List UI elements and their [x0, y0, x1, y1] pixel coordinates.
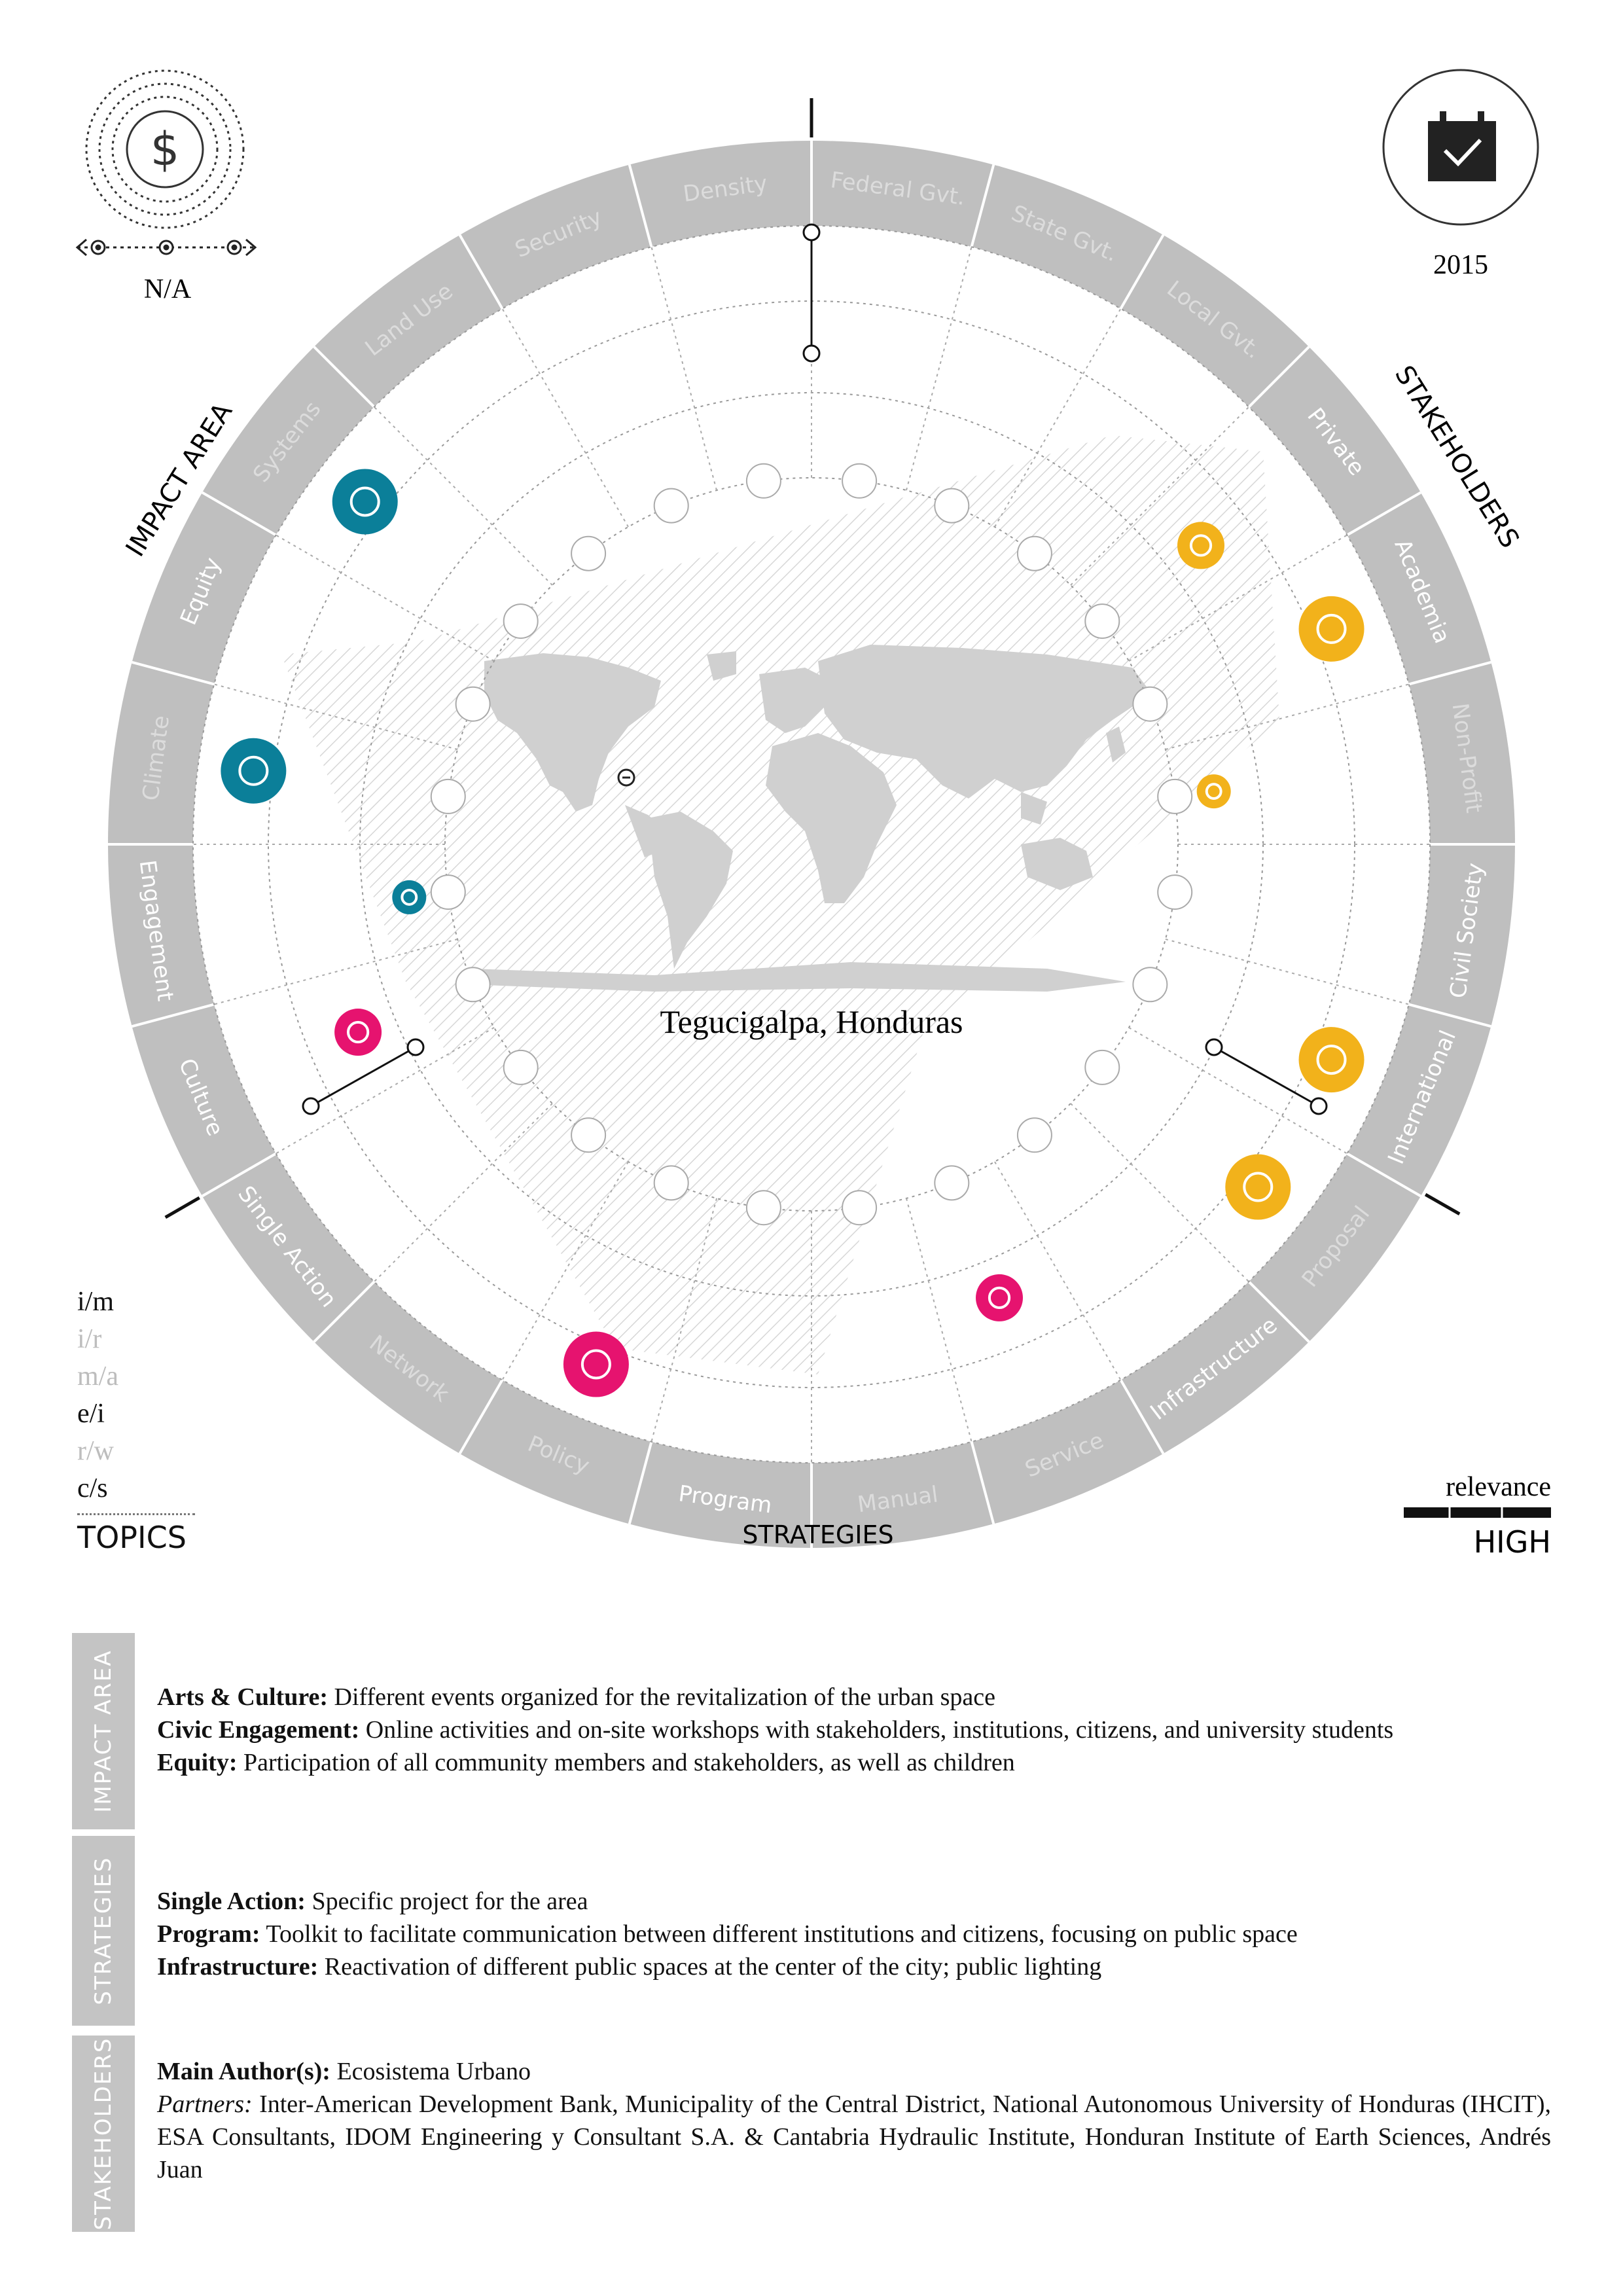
- handshake-icon: [563, 1331, 629, 1397]
- cost-label: N/A: [144, 274, 192, 304]
- empty-slot: [455, 686, 491, 722]
- empty-slot: [934, 488, 970, 524]
- impact-area-tab: IMPACT AREA: [72, 1633, 135, 1829]
- empty-slot: [1084, 1049, 1120, 1085]
- group-divider: [1424, 1193, 1461, 1215]
- location-label: Tegucigalpa, Honduras: [660, 1003, 963, 1040]
- topic-item: c/s: [77, 1473, 108, 1503]
- handshake-icon: [1177, 522, 1225, 569]
- impact-area-details: Arts & Culture: Different events organiz…: [157, 1681, 1551, 1779]
- empty-slot: [430, 778, 466, 814]
- empty-slot: [503, 1049, 539, 1085]
- relevance-value: HIGH: [1474, 1524, 1551, 1560]
- empty-slot: [653, 1165, 689, 1201]
- empty-slot: [503, 603, 539, 639]
- year-indicator: 2015: [1382, 69, 1539, 280]
- group-divider: [164, 1196, 200, 1219]
- topics-title: TOPICS: [77, 1520, 187, 1555]
- empty-slot: [745, 1190, 781, 1226]
- empty-slot: [571, 1117, 607, 1153]
- empty-slot: [842, 1190, 878, 1226]
- empty-slot: [1132, 686, 1168, 722]
- relevance-label: relevance: [1446, 1472, 1551, 1502]
- detail-row: Equity: Participation of all community m…: [157, 1749, 1015, 1776]
- globe-icon: [1225, 1154, 1291, 1220]
- wrench-icon: [392, 880, 427, 914]
- relevance-bar: [1404, 1507, 1551, 1518]
- detail-row: Program: Toolkit to facilitate communica…: [157, 1920, 1298, 1948]
- topic-item: i/m: [77, 1287, 115, 1317]
- stakeholders-details: Main Author(s): Ecosistema Urbano Partne…: [157, 2055, 1551, 2186]
- graduation-cap-icon: [1196, 774, 1231, 809]
- location-marker-icon: [617, 768, 635, 787]
- hatch-zone: [281, 435, 1279, 1374]
- svg-text:$: $: [151, 122, 180, 176]
- stakeholders-tab: STAKEHOLDERS: [72, 2036, 135, 2232]
- scale-arrow-right: [1205, 1038, 1328, 1115]
- dollar-icon: [1298, 596, 1364, 662]
- scale-arrow-top: [802, 223, 821, 363]
- empty-slot: [653, 488, 689, 524]
- empty-slot: [1157, 874, 1193, 910]
- dollar-coin-icon: $: [85, 69, 245, 229]
- empty-slot: [1157, 778, 1193, 814]
- detail-row: Main Author(s): Ecosistema Urbano: [157, 2058, 531, 2085]
- hashtag-icon: [976, 1274, 1024, 1321]
- detail-row: Civic Engagement: Online activities and …: [157, 1716, 1394, 1744]
- cost-scale-icon: [75, 238, 257, 257]
- empty-slot: [934, 1165, 970, 1201]
- detail-row: Single Action: Specific project for the …: [157, 1888, 588, 1915]
- topics-divider: [77, 1513, 195, 1515]
- snowflake-icon: [221, 738, 287, 804]
- topic-item: e/i: [77, 1399, 105, 1429]
- empty-slot: [1084, 603, 1120, 639]
- topic-item: r/w: [77, 1436, 114, 1466]
- strategies-title: STRATEGIES: [742, 1520, 893, 1549]
- empty-slot: [745, 463, 781, 499]
- wheel-diagram: $ N/A 2015: [75, 69, 1551, 1560]
- detail-row: Infrastructure: Reactivation of differen…: [157, 1953, 1102, 1981]
- topic-item: i/r: [77, 1324, 102, 1354]
- people-icon: [1298, 1027, 1364, 1093]
- relevance-indicator: relevance HIGH: [1404, 1472, 1551, 1560]
- empty-slot: [842, 463, 878, 499]
- detail-row: Partners: Inter-American Development Ban…: [157, 2090, 1551, 2183]
- empty-slot: [571, 535, 607, 571]
- empty-slot: [1016, 1117, 1052, 1153]
- bench-tree-icon: [334, 1009, 382, 1056]
- world-map: [471, 645, 1152, 992]
- strategies-details: Single Action: Specific project for the …: [157, 1885, 1551, 1983]
- strategies-tab: STRATEGIES: [72, 1836, 135, 2026]
- equals-icon: [332, 469, 398, 535]
- calendar-check-icon: [1382, 69, 1539, 226]
- scale-arrow-left: [302, 1038, 425, 1115]
- year-label: 2015: [1433, 250, 1488, 280]
- empty-slot: [1132, 967, 1168, 1003]
- cost-indicator: $ N/A: [75, 69, 257, 304]
- empty-slot: [430, 874, 466, 910]
- empty-slot: [1016, 535, 1052, 571]
- topic-item: m/a: [77, 1361, 118, 1391]
- empty-slot: [455, 967, 491, 1003]
- detail-row: Arts & Culture: Different events organiz…: [157, 1683, 995, 1711]
